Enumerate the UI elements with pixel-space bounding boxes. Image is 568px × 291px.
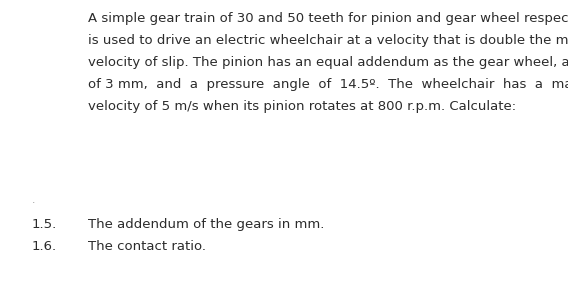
Text: .: . — [32, 195, 35, 205]
Text: 1.6.: 1.6. — [32, 240, 57, 253]
Text: velocity of slip. The pinion has an equal addendum as the gear wheel, a module: velocity of slip. The pinion has an equa… — [88, 56, 568, 69]
Text: The addendum of the gears in mm.: The addendum of the gears in mm. — [88, 218, 324, 231]
Text: is used to drive an electric wheelchair at a velocity that is double the maximum: is used to drive an electric wheelchair … — [88, 34, 568, 47]
Text: A simple gear train of 30 and 50 teeth for pinion and gear wheel respectively,: A simple gear train of 30 and 50 teeth f… — [88, 12, 568, 25]
Text: The contact ratio.: The contact ratio. — [88, 240, 206, 253]
Text: 1.5.: 1.5. — [32, 218, 57, 231]
Text: of 3 mm,  and  a  pressure  angle  of  14.5º.  The  wheelchair  has  a  maximum: of 3 mm, and a pressure angle of 14.5º. … — [88, 78, 568, 91]
Text: velocity of 5 m/s when its pinion rotates at 800 r.p.m. Calculate:: velocity of 5 m/s when its pinion rotate… — [88, 100, 516, 113]
